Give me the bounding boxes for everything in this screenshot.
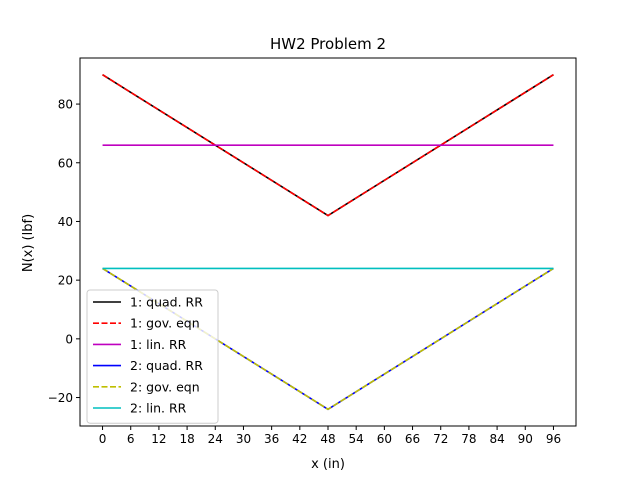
y-axis-ticks: −20 0 20 40 60 80	[48, 98, 80, 405]
x-tick-label: 48	[320, 432, 335, 446]
x-tick-label: 54	[349, 432, 364, 446]
legend: 1: quad. RR 1: gov. eqn 1: lin. RR 2: quad.…	[86, 289, 219, 424]
legend-label: 1: lin. RR	[130, 337, 187, 352]
y-tick-label: 60	[58, 156, 73, 170]
legend-label: 2: quad. RR	[130, 358, 203, 373]
series-line-2	[102, 74, 554, 217]
x-tick-label: 24	[208, 432, 223, 446]
y-tick-label: −20	[48, 391, 73, 405]
x-tick-label: 30	[236, 432, 251, 446]
x-tick-label: 84	[489, 432, 504, 446]
legend-label: 2: lin. RR	[130, 401, 187, 416]
legend-label: 2: gov. eqn	[130, 379, 200, 394]
x-axis-label: x (in)	[311, 457, 345, 472]
x-tick-label: 72	[433, 432, 448, 446]
y-tick-label: 80	[58, 98, 73, 112]
chart-title: HW2 Problem 2	[270, 35, 386, 53]
legend-label: 1: quad. RR	[130, 295, 203, 310]
y-tick-label: 0	[65, 332, 73, 346]
x-tick-label: 60	[377, 432, 392, 446]
x-tick-label: 12	[151, 432, 166, 446]
y-tick-label: 20	[58, 274, 73, 288]
x-tick-label: 18	[179, 432, 194, 446]
x-tick-label: 78	[461, 432, 476, 446]
x-axis-ticks: 0 6 12 18 24 30 36 42 48 54 60 66 72 78 84 90 96	[99, 426, 561, 446]
legend-label: 1: gov. eqn	[130, 316, 200, 331]
x-tick-label: 96	[546, 432, 561, 446]
y-tick-label: 40	[58, 215, 73, 229]
x-tick-label: 66	[405, 432, 420, 446]
y-axis-label: N(x) (lbf)	[21, 214, 36, 272]
x-tick-label: 0	[99, 432, 107, 446]
x-tick-label: 36	[264, 432, 279, 446]
x-tick-label: 42	[292, 432, 307, 446]
x-tick-label: 6	[127, 432, 135, 446]
x-tick-label: 90	[518, 432, 533, 446]
